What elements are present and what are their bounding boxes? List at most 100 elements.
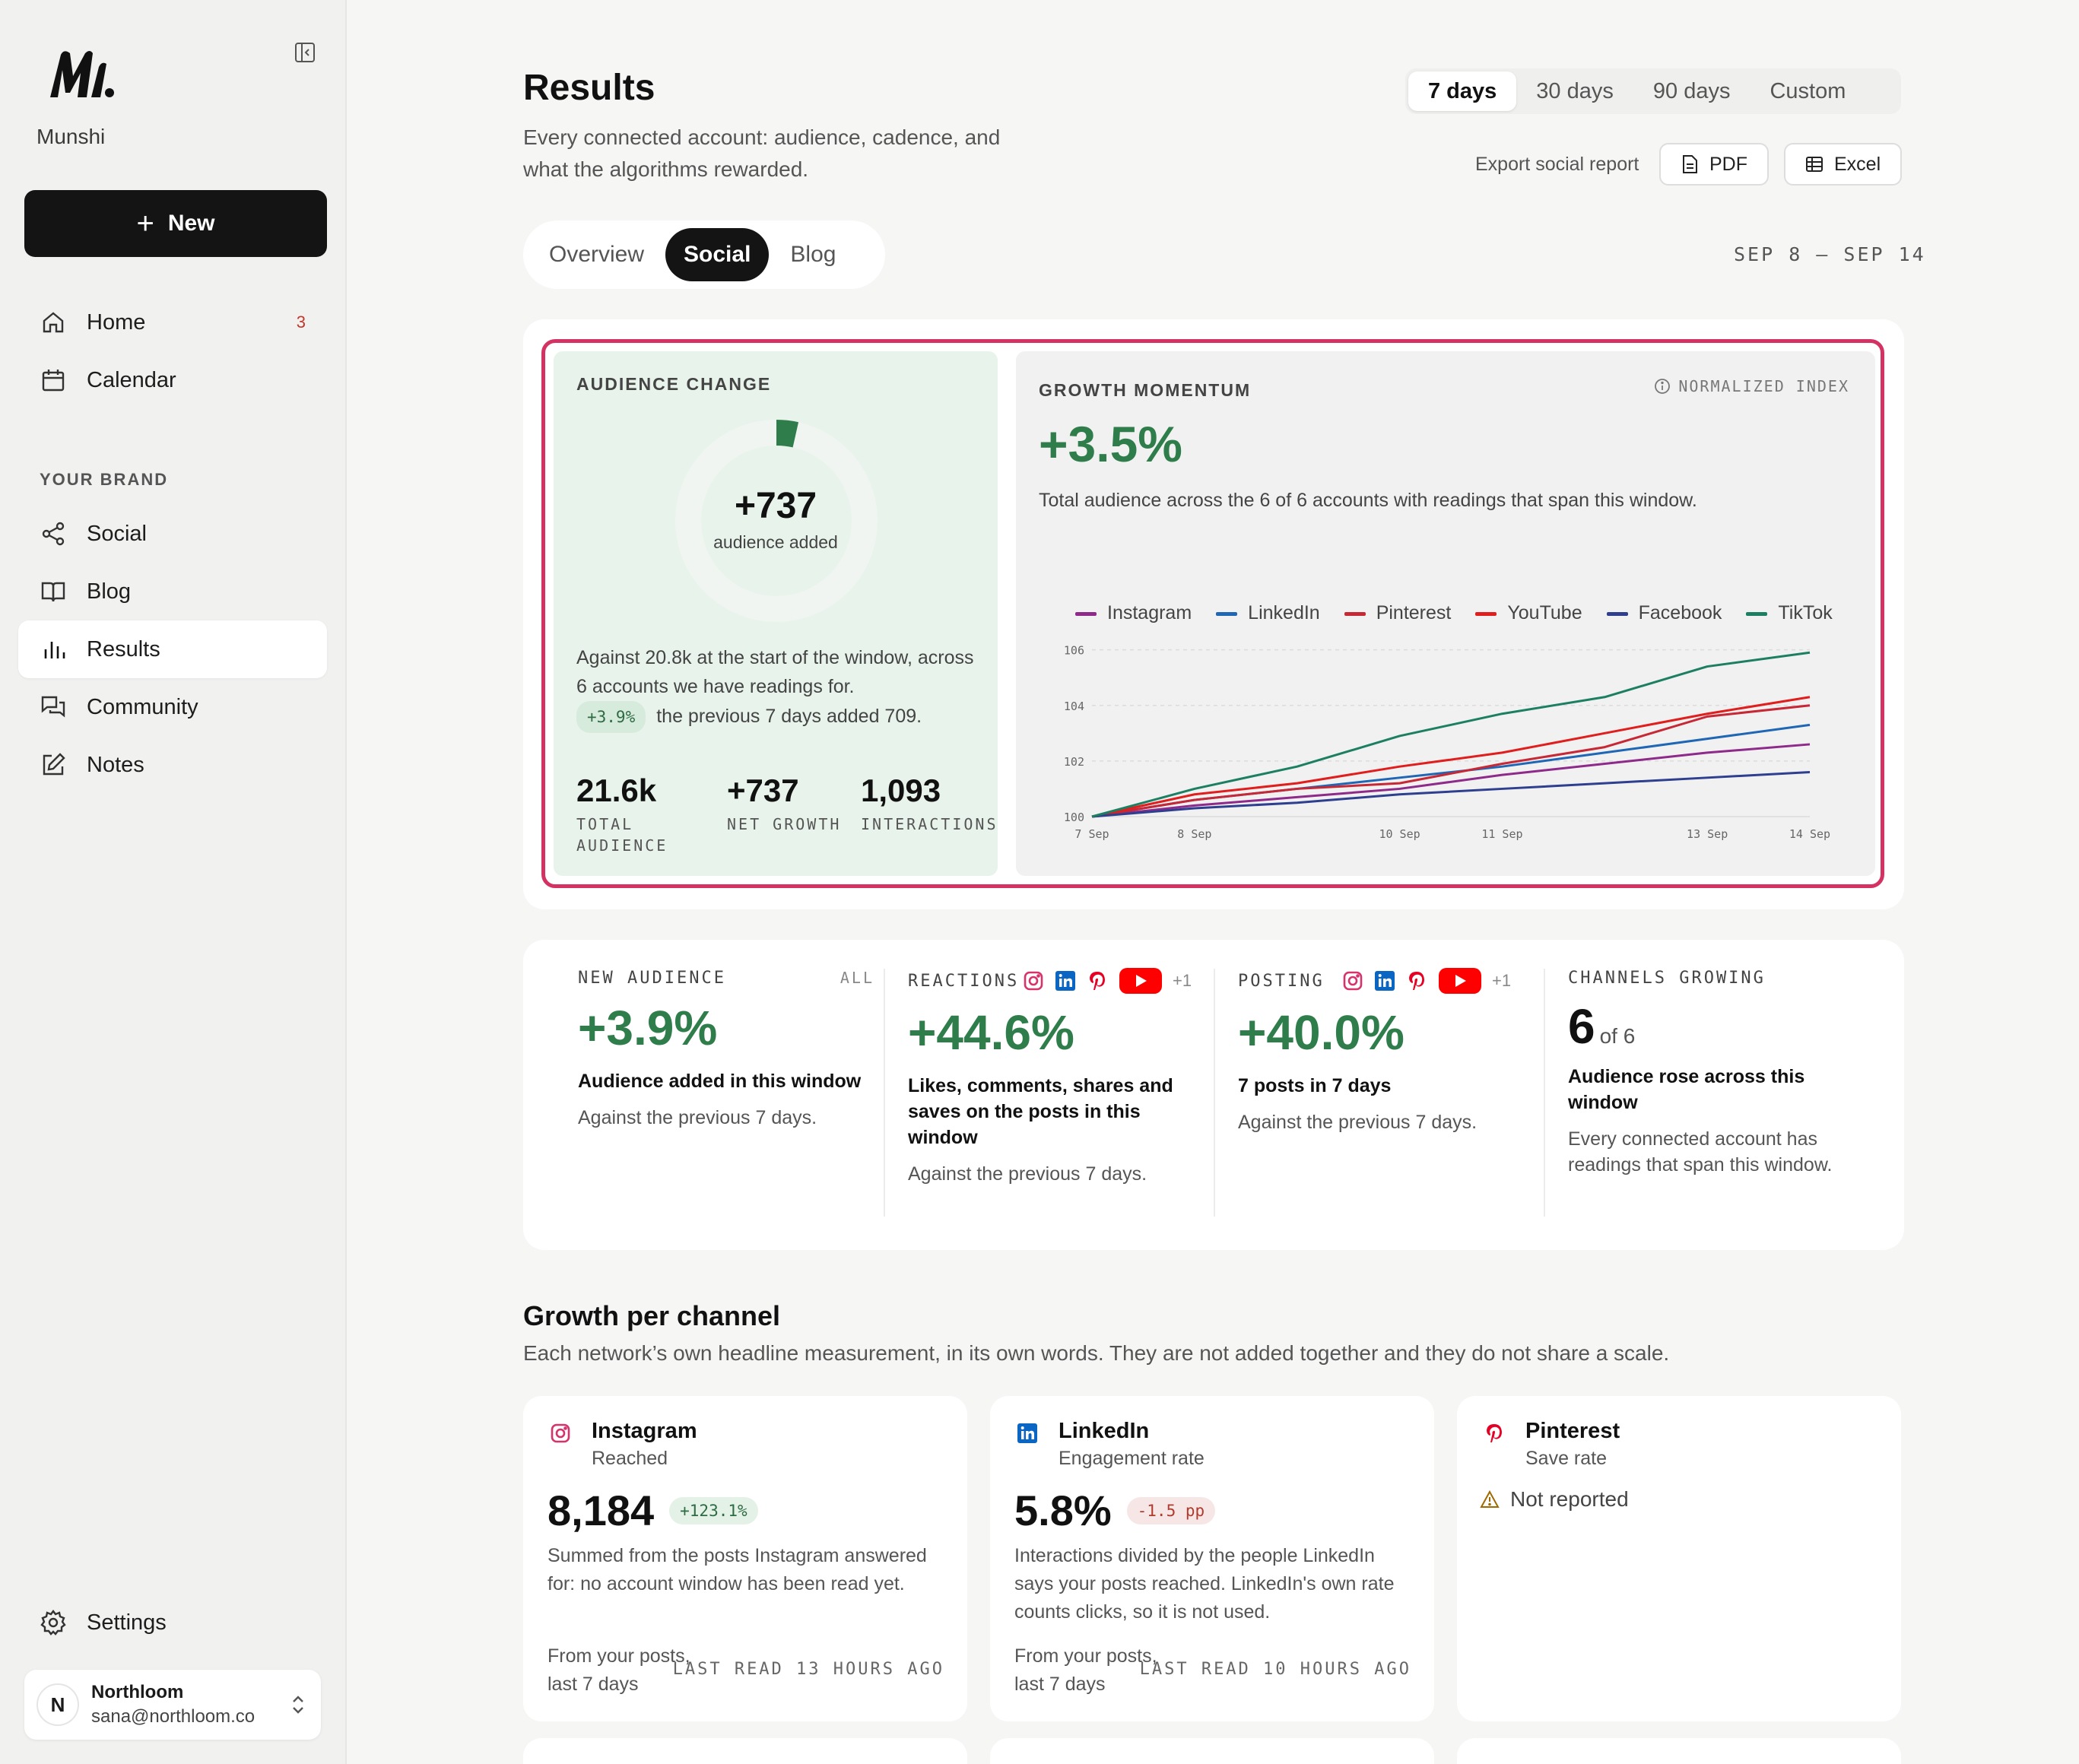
collapse-sidebar-icon[interactable] [294,41,316,64]
channel-metric: Reached [592,1448,668,1469]
change-pill: -1.5 pp [1126,1496,1216,1524]
range-30-days[interactable]: 30 days [1536,78,1614,103]
normalized-index-info[interactable]: NORMALIZED INDEX [1654,377,1849,395]
new-button[interactable]: + New [24,190,327,257]
section-title: Growth per channel [523,1300,781,1331]
audience-change-card: AUDIENCE CHANGE +737 audience added Agai… [554,351,998,876]
sidebar-item-settings[interactable]: Settings [18,1594,327,1651]
channels-growing-value: 6 of 6 [1568,998,1872,1055]
stat-headline: 7 posts in 7 days [1238,1075,1392,1096]
calendar-icon [42,370,65,392]
linkedin-icon [1017,1423,1037,1443]
network-icons: +1 [1022,966,1192,996]
sidebar-item-results[interactable]: Results [18,620,327,678]
sidebar-item-notes[interactable]: Notes [18,736,327,794]
growth-pill: +3.9% [576,701,646,733]
share-icon [42,522,65,546]
legend-label: Facebook [1638,602,1722,623]
series-line-tiktok [1091,651,1811,818]
source-period: last 7 days [548,1674,639,1695]
channel-name: Instagram [592,1419,697,1443]
stat-label: TOTAL AUDIENCE [576,815,668,855]
channel-description: Interactions divided by the people Linke… [1014,1545,1395,1623]
momentum-description: Total audience across the 6 of 6 account… [1039,490,1697,511]
munshi-logo[interactable] [47,47,116,100]
legend-swatch [1344,611,1366,616]
pinterest-icon [1090,972,1105,990]
edit-icon [43,753,65,776]
source-line: From your posts, [548,1645,690,1667]
export-pdf-button[interactable]: PDF [1659,143,1769,186]
user-name: Northloom [91,1682,184,1702]
channel-card-pinterest[interactable]: Pinterest Save rate Not reported [1457,1396,1901,1721]
stat-new-audience: NEW AUDIENCE ALL +3.9% Audience added in… [578,969,874,1226]
series-line-linkedin [1091,723,1811,818]
stat-label: POSTING [1238,972,1325,991]
excel-label: Excel [1834,153,1881,175]
date-range-label: SEP 8 – SEP 14 [1734,243,1926,265]
table-icon [1806,157,1823,172]
sidebar-item-social[interactable]: Social [18,505,327,563]
sidebar-item-label: Blog [87,579,132,604]
channel-card-partial [1457,1738,1901,1764]
avatar: N [37,1683,79,1726]
sidebar-item-community[interactable]: Community [18,678,327,736]
series-line-facebook [1091,771,1811,818]
x-tick-label: 13 Sep [1687,827,1728,841]
legend-tiktok: TikTok [1746,602,1833,624]
sidebar-item-label: Home [87,309,146,335]
notification-count: 3 [296,313,306,332]
sidebar-item-home[interactable]: Home 3 [18,293,327,351]
legend-swatch [1216,611,1238,616]
momentum-value: +3.5% [1039,416,1182,472]
stat-value: +737 [727,773,799,808]
instagram-icon [1024,971,1043,991]
last-read: LAST READ 10 HOURS AGO [1139,1660,1411,1679]
x-tick-label: 14 Sep [1789,827,1830,841]
chart-legend: Instagram LinkedIn Pinterest YouTube Fac… [1075,602,1833,624]
channel-value: 8,184 [548,1486,655,1534]
stat-total-audience: 21.6k TOTAL AUDIENCE [576,773,668,856]
info-icon [1655,379,1671,394]
stat-note: Every connected account has readings tha… [1568,1128,1833,1175]
channel-source: From your posts, last 7 days [548,1642,690,1699]
stat-posting: POSTING +1 +40.0% 7 posts in 7 days Agai… [1238,968,1541,1226]
page-title: Results [523,68,655,108]
series-line-pinterest [1091,704,1811,818]
series-line-youtube [1091,696,1811,818]
tab-overview[interactable]: Overview [549,242,645,267]
tab-blog[interactable]: Blog [790,242,836,267]
change-pill: +123.1% [669,1496,758,1524]
channel-name: LinkedIn [1059,1419,1150,1443]
card-label: GROWTH MOMENTUM [1039,380,1252,400]
range-7-days[interactable]: 7 days [1408,71,1517,111]
user-email: sana@northloom.co [91,1706,256,1727]
x-tick-label: 10 Sep [1379,827,1420,841]
channel-card-instagram[interactable]: Instagram Reached 8,184 +123.1% Summed f… [523,1396,967,1721]
channel-card-linkedin[interactable]: LinkedIn Engagement rate 5.8% -1.5 pp In… [990,1396,1434,1721]
sidebar-item-label: Calendar [87,367,176,392]
legend-label: LinkedIn [1248,602,1320,623]
range-90-days[interactable]: 90 days [1652,78,1731,103]
legend-swatch [1475,611,1497,616]
account-switcher[interactable]: N Northloom sana@northloom.co [24,1670,321,1740]
sidebar-item-label: Notes [87,752,144,777]
sidebar-item-calendar[interactable]: Calendar [18,351,327,409]
sidebar-item-label: Settings [87,1610,167,1635]
divider [1544,969,1545,1217]
export-excel-button[interactable]: Excel [1784,143,1903,186]
channel-value-row: 5.8% -1.5 pp [1014,1486,1216,1535]
y-tick-label: 106 [1064,644,1084,658]
stat-net-growth: +737 NET GROWTH [727,773,841,835]
stat-value: +44.6% [908,1005,1074,1060]
range-custom[interactable]: Custom [1770,78,1846,103]
legend-label: YouTube [1507,602,1582,623]
tab-social[interactable]: Social [665,228,770,281]
stat-value: 21.6k [576,773,657,808]
audience-added-value: +737 [734,486,817,526]
stats-panel: NEW AUDIENCE ALL +3.9% Audience added in… [523,940,1904,1250]
pinterest-icon [1487,1424,1502,1442]
sidebar-item-label: Results [87,636,160,662]
youtube-icon [1439,968,1481,994]
sidebar-item-blog[interactable]: Blog [18,563,327,620]
